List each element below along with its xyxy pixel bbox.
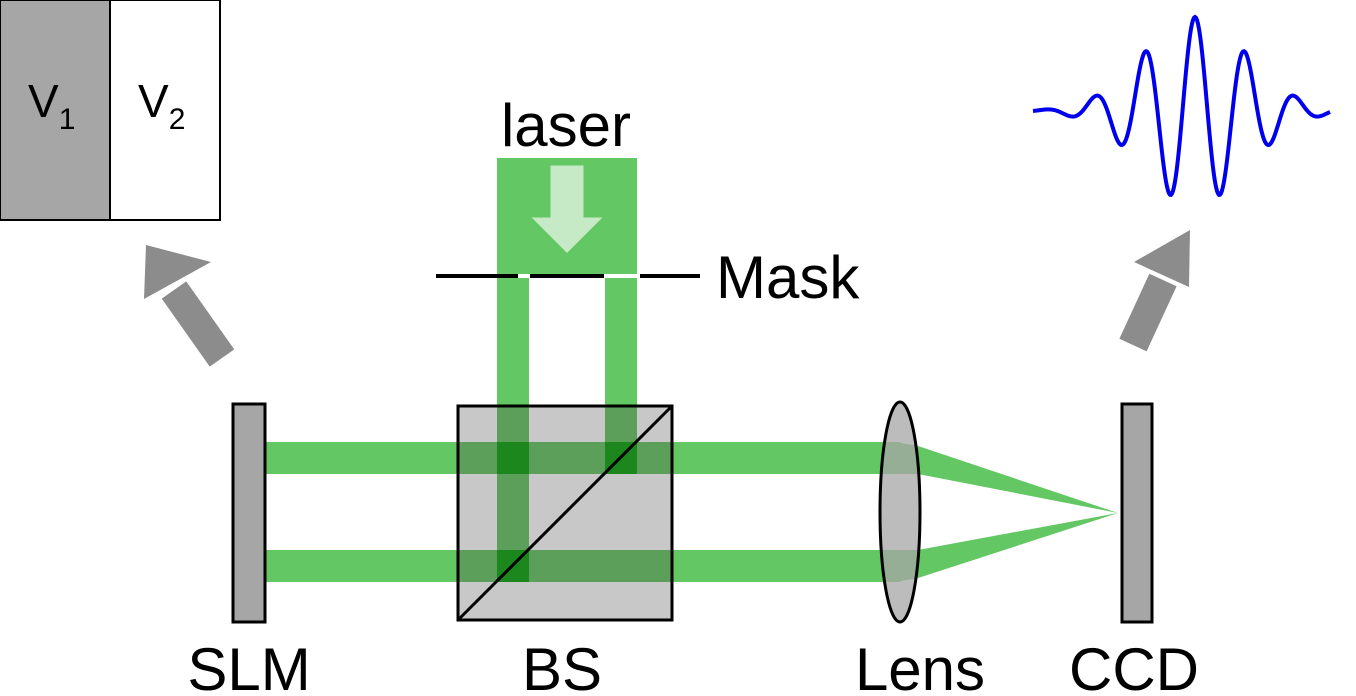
v2-label: V2: [138, 75, 185, 136]
v2-region: [109, 0, 221, 221]
down-arrow-icon: [524, 162, 610, 258]
horizontal-beam-top-left: [265, 442, 458, 474]
lens: [878, 400, 922, 624]
vertical-beam-left: [497, 278, 529, 406]
slm-pattern-box: V1 V2: [0, 0, 221, 221]
v2-letter: V: [138, 75, 169, 127]
v2-subscript: 2: [169, 103, 186, 136]
lens-label: Lens: [855, 636, 985, 696]
beam-splitter: [456, 404, 674, 622]
focused-beam-bottom: [895, 513, 1118, 582]
slm: [231, 402, 267, 624]
horizontal-beam-bottom-left: [265, 550, 458, 582]
up-left-arrow-icon: [144, 245, 235, 367]
horizontal-beam-bottom-right: [672, 550, 900, 582]
mask-label: Mask: [716, 244, 860, 311]
laser-label: laser: [501, 92, 631, 159]
ccd-label: CCD: [1069, 636, 1199, 696]
interference-waveform: [1032, 14, 1331, 197]
focused-beam-top: [895, 442, 1118, 513]
vertical-beam-right: [605, 278, 637, 406]
horizontal-beam-top-right: [672, 442, 900, 474]
ccd: [1120, 402, 1154, 624]
slm-label: SLM: [187, 636, 310, 696]
v1-letter: V: [28, 75, 59, 127]
bs-label: BS: [522, 636, 602, 696]
v1-subscript: 1: [59, 103, 76, 136]
up-right-arrow-icon: [1119, 230, 1190, 352]
v1-label: V1: [28, 75, 75, 136]
